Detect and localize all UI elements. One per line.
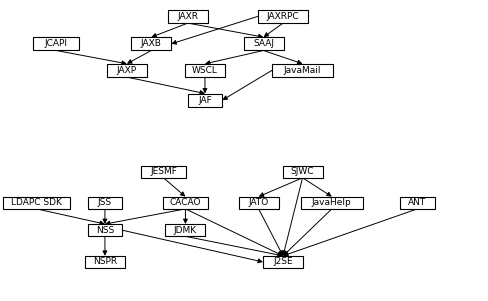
Text: J2SE: J2SE <box>273 257 293 266</box>
FancyBboxPatch shape <box>283 166 323 178</box>
Text: JavaMail: JavaMail <box>284 66 321 75</box>
Text: JavaHelp: JavaHelp <box>312 198 352 207</box>
FancyBboxPatch shape <box>165 224 205 236</box>
Text: ANT: ANT <box>408 198 427 207</box>
Text: JAF: JAF <box>198 96 212 105</box>
FancyBboxPatch shape <box>88 224 122 236</box>
Text: JAXRPC: JAXRPC <box>267 12 299 21</box>
Text: CACAO: CACAO <box>170 198 201 207</box>
Text: LDAPC SDK: LDAPC SDK <box>11 198 62 207</box>
Text: WSCL: WSCL <box>192 66 218 75</box>
FancyBboxPatch shape <box>258 10 308 23</box>
Text: JAXB: JAXB <box>141 39 162 48</box>
FancyBboxPatch shape <box>263 256 303 268</box>
FancyBboxPatch shape <box>107 64 147 77</box>
FancyBboxPatch shape <box>163 197 208 209</box>
Text: NSS: NSS <box>96 226 114 235</box>
FancyBboxPatch shape <box>88 197 122 209</box>
FancyBboxPatch shape <box>239 197 279 209</box>
FancyBboxPatch shape <box>131 37 171 51</box>
FancyBboxPatch shape <box>301 197 363 209</box>
FancyBboxPatch shape <box>187 94 223 107</box>
Text: JCAPI: JCAPI <box>44 39 68 48</box>
Text: SJWC: SJWC <box>291 167 314 176</box>
FancyBboxPatch shape <box>3 197 70 209</box>
FancyBboxPatch shape <box>272 64 333 77</box>
Text: SAAJ: SAAJ <box>253 39 274 48</box>
FancyBboxPatch shape <box>34 37 79 51</box>
Text: NSPR: NSPR <box>93 257 117 266</box>
Text: JATO: JATO <box>248 198 269 207</box>
FancyBboxPatch shape <box>85 256 125 268</box>
Text: JDMK: JDMK <box>174 226 197 235</box>
Text: JAXP: JAXP <box>117 66 137 75</box>
Text: JSS: JSS <box>98 198 112 207</box>
FancyBboxPatch shape <box>185 64 225 77</box>
FancyBboxPatch shape <box>244 37 284 51</box>
FancyBboxPatch shape <box>168 10 208 23</box>
Text: JAXR: JAXR <box>177 12 199 21</box>
FancyBboxPatch shape <box>141 166 186 178</box>
Text: JESMF: JESMF <box>150 167 177 176</box>
FancyBboxPatch shape <box>400 197 435 209</box>
